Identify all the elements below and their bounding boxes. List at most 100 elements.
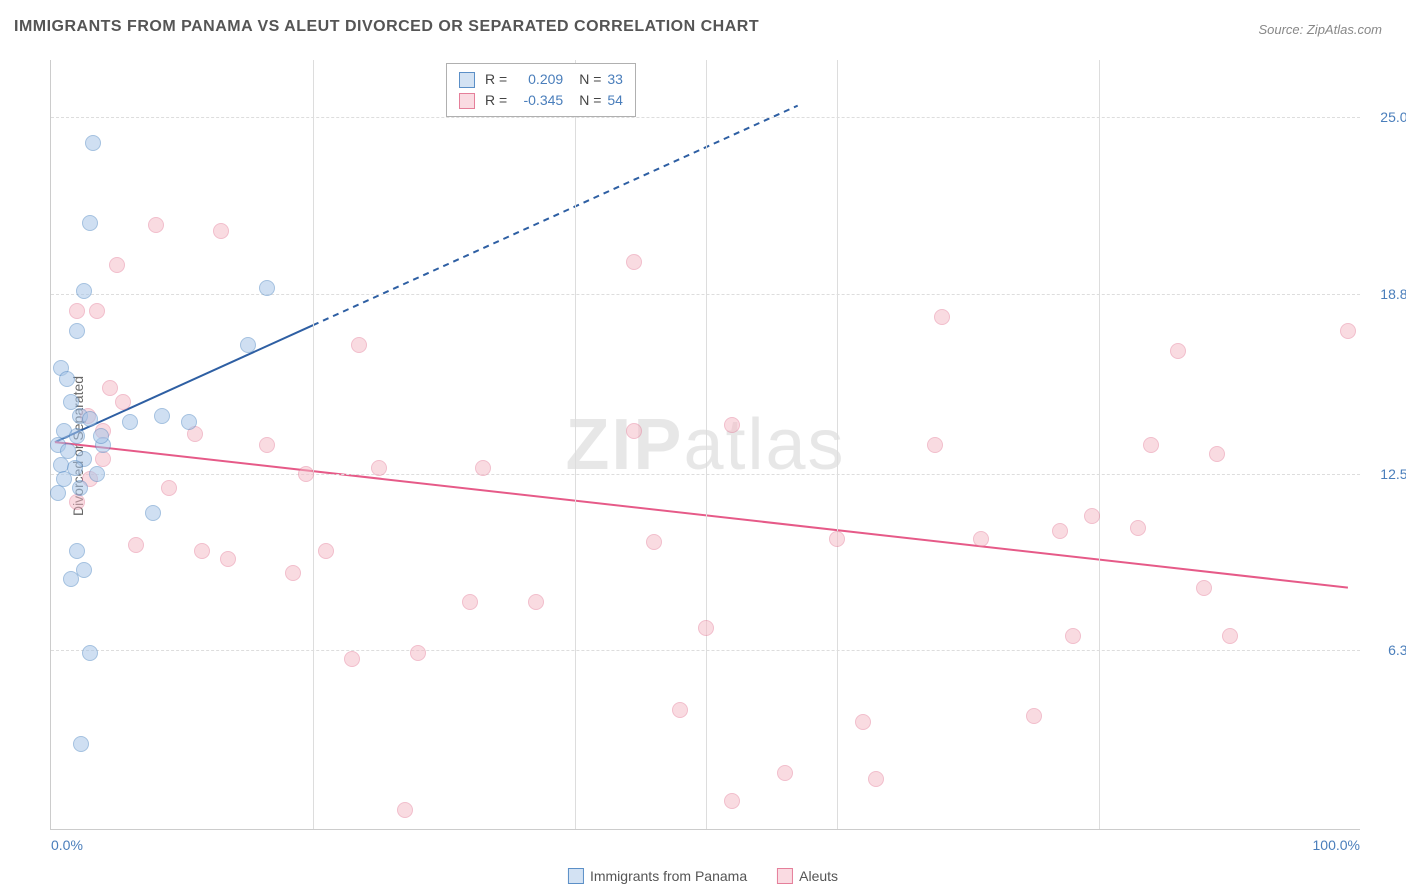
scatter-point-aleuts: [89, 303, 105, 319]
scatter-point-aleuts: [318, 543, 334, 559]
x-tick-label: 100.0%: [1313, 837, 1360, 853]
scatter-point-panama: [240, 337, 256, 353]
scatter-point-aleuts: [128, 537, 144, 553]
r-label: R =: [485, 90, 507, 111]
scatter-point-panama: [59, 371, 75, 387]
scatter-point-panama: [154, 408, 170, 424]
scatter-point-panama: [122, 414, 138, 430]
scatter-point-aleuts: [351, 337, 367, 353]
legend-swatch-icon: [568, 868, 584, 884]
r-value-aleuts: -0.345: [513, 90, 563, 111]
scatter-point-aleuts: [1026, 708, 1042, 724]
scatter-point-panama: [63, 571, 79, 587]
scatter-point-panama: [69, 428, 85, 444]
n-label: N =: [579, 69, 601, 90]
x-tick-label: 0.0%: [51, 837, 83, 853]
scatter-point-aleuts: [934, 309, 950, 325]
scatter-point-aleuts: [528, 594, 544, 610]
scatter-point-aleuts: [1084, 508, 1100, 524]
gridline-v: [575, 60, 576, 829]
scatter-point-aleuts: [161, 480, 177, 496]
correlation-legend: R = 0.209 N = 33 R = -0.345 N = 54: [446, 63, 636, 117]
scatter-point-aleuts: [829, 531, 845, 547]
scatter-point-panama: [73, 736, 89, 752]
scatter-point-panama: [82, 645, 98, 661]
scatter-point-panama: [89, 466, 105, 482]
y-tick-label: 25.0%: [1365, 109, 1406, 125]
scatter-point-aleuts: [115, 394, 131, 410]
scatter-point-aleuts: [1196, 580, 1212, 596]
watermark-bold: ZIP: [565, 405, 683, 485]
scatter-point-panama: [85, 135, 101, 151]
gridline-v: [837, 60, 838, 829]
scatter-point-panama: [145, 505, 161, 521]
gridline-v: [1099, 60, 1100, 829]
scatter-point-aleuts: [285, 565, 301, 581]
scatter-point-aleuts: [724, 417, 740, 433]
scatter-point-aleuts: [777, 765, 793, 781]
legend-swatch-aleuts: [459, 93, 475, 109]
scatter-point-aleuts: [109, 257, 125, 273]
scatter-point-aleuts: [69, 494, 85, 510]
scatter-point-aleuts: [1222, 628, 1238, 644]
scatter-point-aleuts: [1170, 343, 1186, 359]
scatter-point-aleuts: [69, 303, 85, 319]
scatter-point-panama: [76, 283, 92, 299]
scatter-point-panama: [82, 215, 98, 231]
scatter-point-aleuts: [1130, 520, 1146, 536]
n-label: N =: [579, 90, 601, 111]
source-label: Source: ZipAtlas.com: [1258, 22, 1382, 37]
scatter-point-aleuts: [868, 771, 884, 787]
chart-title: IMMIGRANTS FROM PANAMA VS ALEUT DIVORCED…: [14, 18, 759, 36]
scatter-point-aleuts: [626, 254, 642, 270]
scatter-point-aleuts: [855, 714, 871, 730]
series-legend: Immigrants from Panama Aleuts: [568, 868, 838, 884]
scatter-point-panama: [93, 428, 109, 444]
n-value-aleuts: 54: [607, 90, 623, 111]
scatter-point-panama: [181, 414, 197, 430]
scatter-point-aleuts: [1143, 437, 1159, 453]
scatter-point-panama: [72, 480, 88, 496]
scatter-point-aleuts: [927, 437, 943, 453]
r-value-panama: 0.209: [513, 69, 563, 90]
n-value-panama: 33: [607, 69, 623, 90]
plot-area: ZIPatlas R = 0.209 N = 33 R = -0.345 N =…: [50, 60, 1360, 830]
scatter-point-aleuts: [410, 645, 426, 661]
scatter-point-aleuts: [626, 423, 642, 439]
scatter-point-aleuts: [102, 380, 118, 396]
scatter-point-aleuts: [1209, 446, 1225, 462]
scatter-point-aleuts: [1340, 323, 1356, 339]
scatter-point-aleuts: [698, 620, 714, 636]
watermark-light: atlas: [683, 405, 845, 485]
scatter-point-aleuts: [344, 651, 360, 667]
scatter-point-panama: [69, 323, 85, 339]
scatter-point-aleuts: [724, 793, 740, 809]
scatter-point-aleuts: [646, 534, 662, 550]
y-tick-label: 6.3%: [1365, 642, 1406, 658]
scatter-point-aleuts: [397, 802, 413, 818]
scatter-point-panama: [259, 280, 275, 296]
scatter-point-aleuts: [371, 460, 387, 476]
scatter-point-aleuts: [148, 217, 164, 233]
y-tick-label: 12.5%: [1365, 466, 1406, 482]
scatter-point-aleuts: [259, 437, 275, 453]
legend-swatch-panama: [459, 72, 475, 88]
scatter-point-aleuts: [194, 543, 210, 559]
y-tick-label: 18.8%: [1365, 286, 1406, 302]
scatter-point-aleuts: [475, 460, 491, 476]
legend-row-panama: R = 0.209 N = 33: [459, 69, 623, 90]
scatter-point-aleuts: [213, 223, 229, 239]
r-label: R =: [485, 69, 507, 90]
legend-row-aleuts: R = -0.345 N = 54: [459, 90, 623, 111]
legend-label-panama: Immigrants from Panama: [590, 868, 747, 884]
scatter-point-aleuts: [220, 551, 236, 567]
gridline-v: [313, 60, 314, 829]
gridline-v: [706, 60, 707, 829]
legend-label-aleuts: Aleuts: [799, 868, 838, 884]
scatter-point-aleuts: [298, 466, 314, 482]
scatter-point-aleuts: [1065, 628, 1081, 644]
scatter-point-aleuts: [1052, 523, 1068, 539]
legend-item-panama: Immigrants from Panama: [568, 868, 747, 884]
scatter-point-aleuts: [462, 594, 478, 610]
scatter-point-aleuts: [973, 531, 989, 547]
